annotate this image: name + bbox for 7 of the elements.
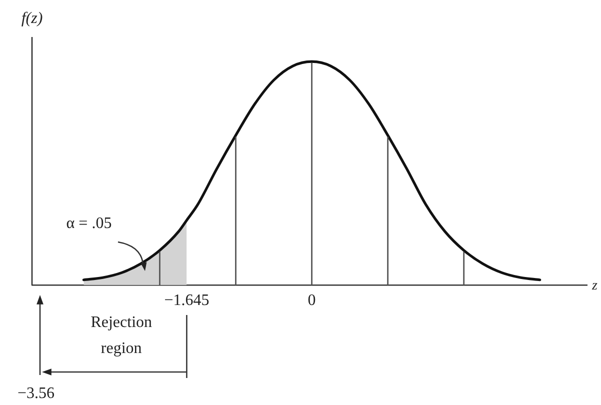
annotation: α = .05: [66, 215, 112, 232]
y-axis-title: f(z): [21, 10, 43, 28]
text: Rejection region: [90, 314, 152, 358]
text: −3.56: [17, 385, 55, 402]
x-tick-label: −1.645: [164, 292, 210, 309]
x-axis-title: z: [591, 278, 598, 294]
x-tick-label: 0: [308, 292, 316, 309]
